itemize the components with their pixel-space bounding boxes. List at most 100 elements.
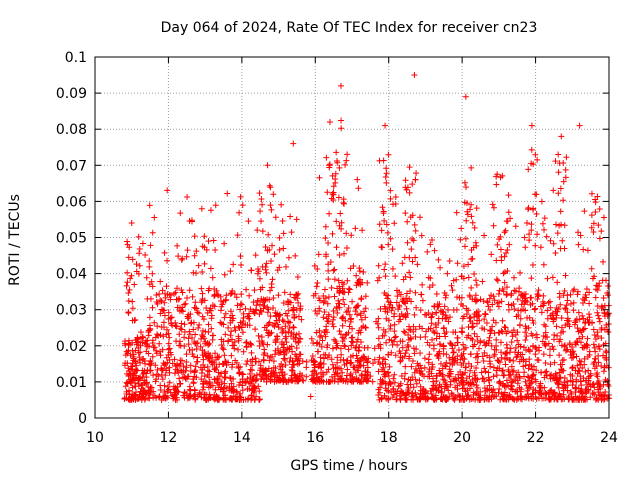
data-point: [471, 270, 478, 277]
data-point: [447, 340, 454, 347]
data-point: [184, 247, 191, 254]
data-point: [323, 323, 330, 330]
data-point: [425, 359, 432, 366]
data-point: [329, 172, 336, 179]
data-point: [385, 372, 392, 379]
data-point: [463, 364, 470, 371]
data-point: [341, 301, 348, 308]
data-point: [243, 361, 250, 368]
data-point: [276, 264, 283, 271]
data-point: [465, 274, 472, 281]
data-point: [176, 331, 183, 338]
data-point: [544, 307, 551, 314]
data-point: [325, 276, 332, 283]
data-point: [251, 373, 258, 380]
data-point: [521, 369, 528, 376]
data-point: [444, 270, 451, 277]
data-point: [278, 201, 285, 208]
data-point: [409, 258, 416, 265]
data-point: [529, 332, 536, 339]
data-point: [322, 295, 329, 302]
data-point: [293, 216, 300, 223]
data-point: [170, 383, 177, 390]
y-tick-label: 0.01: [56, 375, 87, 391]
data-point: [424, 339, 431, 346]
data-point: [416, 214, 423, 221]
data-point: [529, 366, 536, 373]
data-point: [257, 307, 264, 314]
data-point: [465, 307, 472, 314]
data-point: [142, 251, 149, 258]
data-point: [240, 371, 247, 378]
data-point: [446, 258, 453, 265]
data-point: [330, 267, 337, 274]
y-tick-label: 0.1: [65, 50, 87, 66]
data-point: [287, 213, 294, 220]
data-point: [518, 356, 525, 363]
data-point: [556, 294, 563, 301]
data-point: [454, 260, 461, 267]
data-point: [546, 352, 553, 359]
data-point: [409, 357, 416, 364]
data-point: [595, 359, 602, 366]
data-point: [545, 299, 552, 306]
data-point: [337, 345, 344, 352]
data-point: [282, 361, 289, 368]
x-tick-label: 18: [380, 430, 398, 446]
data-point: [346, 311, 353, 318]
data-point: [577, 232, 584, 239]
data-point: [262, 244, 269, 251]
data-point: [257, 208, 264, 215]
data-point: [592, 355, 599, 362]
data-point: [199, 386, 206, 393]
data-point: [440, 376, 447, 383]
data-point: [272, 214, 279, 221]
data-point: [437, 360, 444, 367]
data-point: [198, 332, 205, 339]
data-point: [564, 321, 571, 328]
data-point: [149, 229, 156, 236]
data-point: [183, 253, 190, 260]
data-point: [547, 304, 554, 311]
data-point: [567, 300, 574, 307]
data-point: [257, 362, 264, 369]
data-point: [391, 334, 398, 341]
data-point: [279, 217, 286, 224]
data-point: [434, 330, 441, 337]
data-point: [579, 333, 586, 340]
data-point: [516, 322, 523, 329]
data-point: [347, 353, 354, 360]
data-point: [429, 336, 436, 343]
data-point: [557, 301, 564, 308]
data-point: [267, 287, 274, 294]
data-point: [343, 375, 350, 382]
data-point: [153, 350, 160, 357]
data-point: [269, 276, 276, 283]
data-point: [403, 290, 410, 297]
data-point: [482, 368, 489, 375]
data-point: [501, 279, 508, 286]
data-point: [252, 326, 259, 333]
data-point: [566, 317, 573, 324]
data-point: [282, 310, 289, 317]
data-point: [437, 264, 444, 271]
data-point: [428, 390, 435, 397]
data-point: [161, 249, 168, 256]
data-point: [484, 299, 491, 306]
y-tick-label: 0.02: [56, 339, 87, 355]
data-point: [220, 346, 227, 353]
data-point: [195, 262, 202, 269]
data-point: [471, 314, 478, 321]
data-point: [385, 298, 392, 305]
data-point: [551, 336, 558, 343]
data-point: [190, 379, 197, 386]
data-point: [200, 384, 207, 391]
data-point: [491, 346, 498, 353]
data-point: [330, 314, 337, 321]
data-point: [405, 385, 412, 392]
data-point: [258, 295, 265, 302]
data-point: [521, 234, 528, 241]
data-point: [324, 318, 331, 325]
x-axis-label: GPS time / hours: [290, 458, 407, 474]
data-point: [342, 317, 349, 324]
